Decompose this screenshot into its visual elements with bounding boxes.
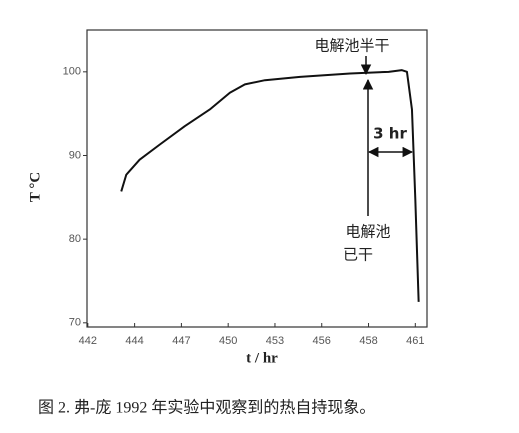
- y-axis-label: T °C: [27, 172, 43, 202]
- x-tick-label: 453: [266, 335, 284, 347]
- annotation: 电解池: [345, 223, 390, 241]
- annotation: 已干: [343, 246, 373, 264]
- data-line: [120, 69, 420, 302]
- x-tick-label: 461: [406, 335, 424, 347]
- y-tick-label: 100: [63, 66, 81, 78]
- caption: 图 2. 弗-庞 1992 年实验中观察到的热自持现象。: [38, 399, 375, 417]
- x-tick-label: 442: [79, 335, 97, 347]
- y-tick-label: 90: [69, 149, 81, 161]
- x-axis-label: t / hr: [246, 350, 278, 366]
- x-tick-label: 456: [313, 335, 331, 347]
- annotation: 3 hr: [373, 125, 407, 143]
- plot-frame: [86, 29, 428, 328]
- y-tick-label: 70: [69, 317, 81, 329]
- annotation: 电解池半干: [314, 37, 389, 55]
- y-tick-label: 80: [69, 233, 81, 245]
- x-tick-label: 450: [219, 335, 237, 347]
- x-tick-label: 458: [359, 335, 377, 347]
- x-tick-label: 444: [125, 335, 143, 347]
- x-tick-label: 447: [172, 335, 190, 347]
